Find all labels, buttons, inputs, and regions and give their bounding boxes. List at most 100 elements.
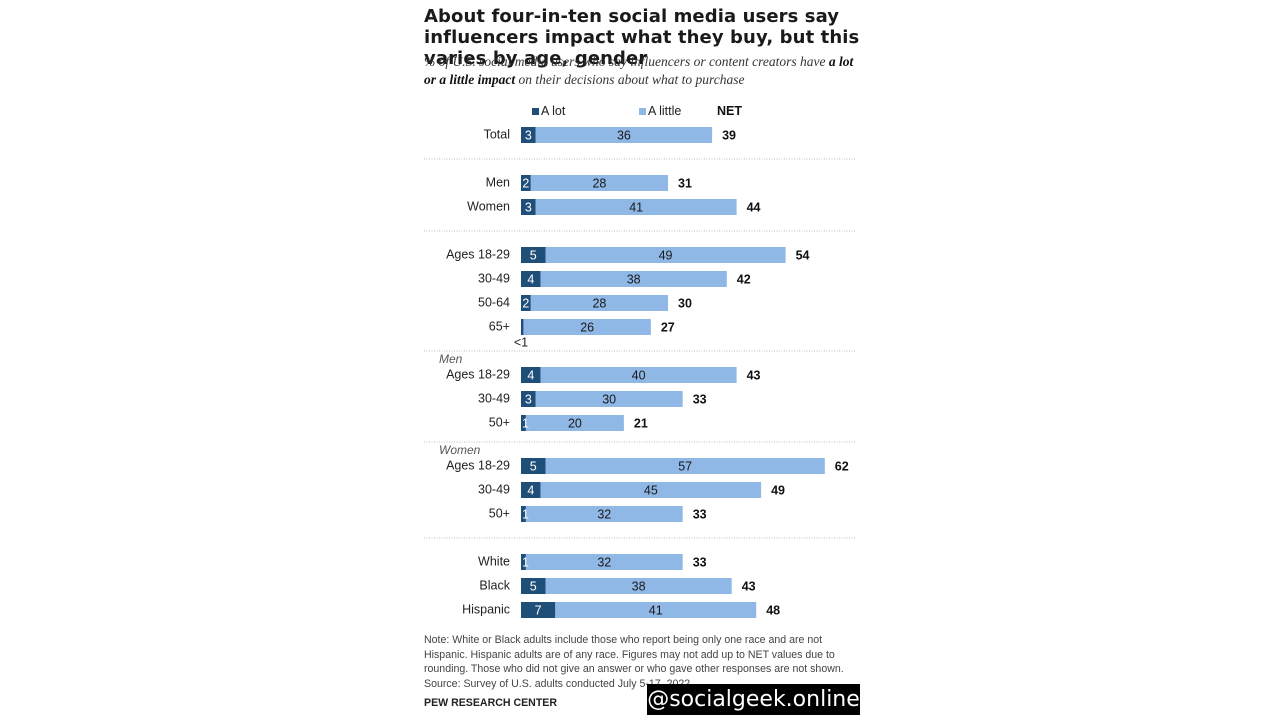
value-label-a-little: 40 [632, 368, 646, 382]
value-label-a-little: 30 [602, 392, 616, 406]
row-label: Total [484, 127, 510, 141]
bar-a-little [540, 271, 727, 287]
value-label-a-little: 28 [592, 296, 606, 310]
value-label-a-lot: 7 [535, 603, 542, 617]
bar-a-little [545, 578, 732, 594]
row-label: 65+ [489, 319, 510, 333]
bar-a-little [535, 391, 683, 407]
group-heading: Women [439, 443, 481, 457]
subtitle-text: % of U.S. social media users who say inf… [424, 54, 829, 69]
row-label: White [478, 554, 510, 568]
value-label-a-lot: 5 [530, 248, 537, 262]
legend-net-header: NET [717, 104, 742, 118]
bar-a-little [530, 295, 668, 311]
bar-a-little [525, 506, 683, 522]
bar-a-little [545, 247, 786, 263]
subtitle-emphasis: a lot or a little impact [424, 54, 854, 87]
row-label: 50-64 [478, 295, 510, 309]
value-label-net: 31 [678, 176, 692, 190]
value-label-a-lot: 4 [527, 272, 534, 286]
value-label-net: 27 [661, 320, 675, 334]
legend-a-little: A little [639, 104, 681, 118]
bar-a-lot [521, 458, 546, 474]
source-note: Source: Survey of U.S. adults conducted … [424, 678, 694, 690]
bar-a-lot [521, 319, 524, 335]
chart-title: About four-in-ten social media users say… [424, 6, 860, 69]
value-label-net: 30 [678, 296, 692, 310]
legend-label-a-lot: A lot [541, 104, 566, 118]
row-label: Ages 18-29 [446, 247, 510, 261]
row-label: Ages 18-29 [446, 458, 510, 472]
value-label-a-lot: 4 [527, 483, 534, 497]
bar-a-lot [521, 271, 541, 287]
value-label-a-lot: 1 [522, 416, 529, 430]
value-label-a-little: 26 [580, 320, 594, 334]
group-heading: Men [439, 352, 463, 366]
legend-swatch-a-lot [532, 107, 539, 115]
value-label-net: 42 [737, 272, 751, 286]
row-label: Ages 18-29 [446, 367, 510, 381]
bar-a-little [530, 175, 668, 191]
value-label-a-little: 49 [659, 248, 673, 262]
row-label: 50+ [489, 506, 510, 520]
value-label-a-little: 20 [568, 416, 582, 430]
bar-a-lot [521, 415, 526, 431]
bar-a-little [535, 127, 713, 143]
bar-a-little [525, 554, 683, 570]
value-label-net: 33 [693, 392, 707, 406]
value-label-net: 54 [796, 248, 810, 262]
value-label-net: 44 [747, 200, 761, 214]
pew-brand: PEW RESEARCH CENTER [424, 697, 558, 709]
bar-a-little [540, 482, 762, 498]
value-label-a-little: 57 [678, 459, 692, 473]
bar-a-lot [521, 482, 541, 498]
value-label-a-little: 36 [617, 128, 631, 142]
footnote: Note: White or Black adults include thos… [424, 634, 844, 676]
row-label: 30-49 [478, 271, 510, 285]
row-label: Black [479, 578, 510, 592]
value-label-a-little: 41 [629, 200, 643, 214]
bar-a-lot [521, 578, 546, 594]
value-label-net: 33 [693, 555, 707, 569]
value-label-a-lot: 2 [522, 296, 529, 310]
value-label-a-lot: 4 [527, 368, 534, 382]
bar-a-lot [521, 391, 536, 407]
value-label-net: 43 [747, 368, 761, 382]
bar-a-lot [521, 127, 536, 143]
bar-a-lot [521, 367, 541, 383]
value-label-a-little: 41 [649, 603, 663, 617]
value-label-a-lot: 1 [522, 555, 529, 569]
value-label-a-lot: 5 [530, 579, 537, 593]
value-label-a-little: 32 [597, 555, 611, 569]
value-label-net: 39 [722, 128, 736, 142]
bar-a-lot [521, 506, 526, 522]
value-label-a-lot: <1 [514, 335, 528, 349]
bar-a-lot [521, 175, 531, 191]
bar-a-lot [521, 295, 531, 311]
bar-a-little [525, 415, 624, 431]
bar-a-lot [521, 602, 556, 618]
row-label: 30-49 [478, 391, 510, 405]
row-label: 50+ [489, 415, 510, 429]
bar-a-little [540, 367, 737, 383]
bar-a-lot [521, 199, 536, 215]
bar-a-lot [521, 247, 546, 263]
legend-label-a-little: A little [648, 104, 682, 118]
value-label-net: 48 [766, 603, 780, 617]
value-label-net: 49 [771, 483, 785, 497]
value-label-net: 33 [693, 507, 707, 521]
value-label-a-lot: 5 [530, 459, 537, 473]
value-label-a-lot: 3 [525, 392, 532, 406]
bar-a-little [535, 199, 737, 215]
value-label-a-lot: 3 [525, 128, 532, 142]
value-label-a-lot: 2 [522, 176, 529, 190]
watermark: @socialgeek.online [647, 684, 860, 715]
value-label-a-little: 45 [644, 483, 658, 497]
chart-subtitle: % of U.S. social media users who say inf… [424, 53, 860, 88]
bar-a-little [523, 319, 651, 335]
value-label-a-little: 38 [627, 272, 641, 286]
subtitle-text-end: on their decisions about what to purchas… [515, 71, 745, 87]
bar-a-little [555, 602, 757, 618]
